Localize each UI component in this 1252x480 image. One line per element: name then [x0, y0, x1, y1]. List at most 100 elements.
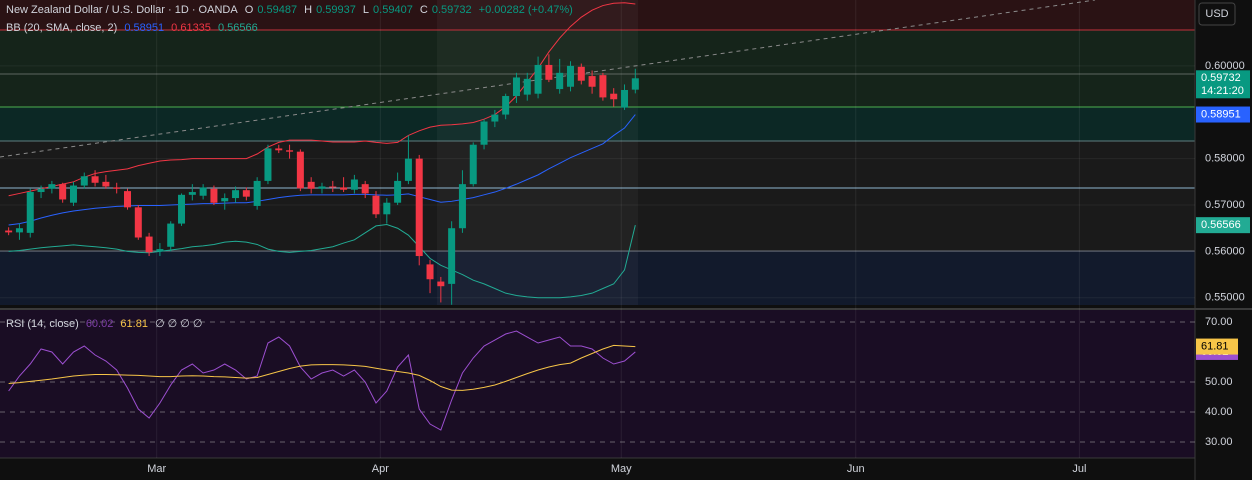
ohlc-value: 0.59407	[373, 4, 413, 16]
value-label-box	[1196, 338, 1238, 355]
ohlc-key: L	[362, 4, 370, 16]
zone	[0, 141, 1195, 251]
candle-body	[610, 93, 618, 100]
price-label-box	[1196, 106, 1250, 123]
candle-body	[480, 121, 488, 145]
candle-body	[59, 184, 67, 200]
rsi-legend: RSI (14, close) 60.02 61.81 ∅ ∅ ∅ ∅	[6, 317, 207, 330]
candle-body	[523, 78, 531, 95]
currency-box[interactable]	[1198, 2, 1236, 26]
rsi-line	[8, 330, 636, 431]
value-label: 61.81	[1201, 340, 1229, 352]
symbol-title: New Zealand Dollar / U.S. Dollar · 1D · …	[6, 4, 238, 16]
candle-body	[415, 158, 423, 257]
candle-body	[242, 190, 250, 197]
candle-body	[26, 192, 34, 233]
zone	[0, 107, 1195, 141]
price-label: 0.59732	[1201, 72, 1241, 84]
band-line	[8, 2, 636, 197]
candle-body	[577, 66, 585, 81]
candle-body	[426, 264, 434, 280]
candle-body	[286, 150, 294, 152]
price-label: 0.58951	[1201, 108, 1241, 120]
indicator-value: 0.61335	[171, 22, 211, 34]
candle-body	[545, 64, 553, 80]
candle-body	[296, 151, 304, 189]
candle-body	[253, 180, 261, 206]
y-tick-label: 0.60000	[1205, 60, 1245, 72]
candle-body	[102, 181, 110, 187]
x-tick-label: Jul	[1072, 463, 1086, 475]
indicator-value: 60.02	[85, 318, 114, 330]
candle-body	[458, 184, 466, 229]
candle-body	[372, 195, 380, 215]
indicator-value: 0.58951	[124, 22, 165, 34]
candle-body	[91, 176, 99, 183]
price-label-box	[1196, 70, 1250, 99]
price-label: 0.56566	[1201, 219, 1241, 231]
indicator-name: RSI (14, close)	[6, 318, 79, 330]
candle-body	[534, 64, 542, 94]
candle-body	[502, 96, 510, 115]
candle-body	[383, 202, 391, 215]
price-label-box	[1196, 217, 1250, 234]
indicator-name: BB (20, SMA, close, 2)	[6, 22, 118, 34]
candle-body	[350, 179, 358, 190]
x-tick-label: Jun	[847, 463, 865, 475]
candle-body	[264, 148, 272, 181]
candle-body	[329, 186, 337, 188]
candle-body	[156, 249, 164, 252]
y-tick-label: 70.00	[1205, 316, 1233, 328]
y-tick-label: 0.58000	[1205, 153, 1245, 165]
candle-body	[448, 228, 456, 284]
candle-body	[307, 181, 315, 189]
candle-body	[318, 186, 326, 189]
ohlc-value: 0.59937	[316, 4, 356, 16]
candle-body	[394, 180, 402, 203]
candle-body	[437, 281, 445, 287]
ohlc-key: O	[244, 4, 254, 16]
candle-body	[512, 77, 520, 97]
candle-body	[178, 194, 186, 224]
band-line	[8, 223, 636, 299]
candle-body	[145, 236, 153, 253]
rsi-line	[8, 344, 636, 391]
candle-body	[361, 184, 369, 194]
ohlc-value: 0.59487	[257, 4, 298, 16]
x-tick-label: Mar	[147, 463, 166, 475]
x-tick-label: Apr	[372, 463, 389, 475]
indicator-value: 61.81	[120, 318, 148, 330]
candle-body	[340, 187, 348, 190]
y-tick-label: 0.55000	[1205, 292, 1245, 304]
y-tick-label: 40.00	[1205, 406, 1233, 418]
candle-body	[631, 78, 639, 90]
countdown: 14:21:20	[1201, 85, 1244, 97]
band-line	[8, 114, 636, 226]
candle-body	[566, 65, 574, 87]
lines	[8, 2, 636, 299]
range-box	[437, 0, 638, 305]
candle-body	[5, 230, 13, 233]
indicator-value: 0.56566	[217, 22, 258, 34]
candle-body	[232, 190, 240, 199]
change: +0.00282 (+0.47%)	[478, 4, 573, 16]
y-tick-label: 50.00	[1205, 376, 1233, 388]
candle-body	[167, 223, 175, 247]
y-tick-label: 0.57000	[1205, 199, 1245, 211]
candle-body	[199, 187, 207, 196]
zone	[0, 30, 1195, 107]
candle-body	[599, 75, 607, 98]
candle-body	[15, 228, 23, 233]
y-tick-label: 30.00	[1205, 436, 1233, 448]
x-tick-label: May	[611, 463, 632, 475]
candle-body	[80, 176, 88, 186]
candle-body	[491, 114, 499, 122]
candle-body	[123, 191, 131, 208]
candle-body	[134, 207, 142, 238]
bb-legend: BB (20, SMA, close, 2) 0.58951 0.61335 0…	[6, 22, 262, 34]
candle-body	[210, 188, 218, 203]
ohlc-value: 0.59732	[431, 4, 472, 16]
